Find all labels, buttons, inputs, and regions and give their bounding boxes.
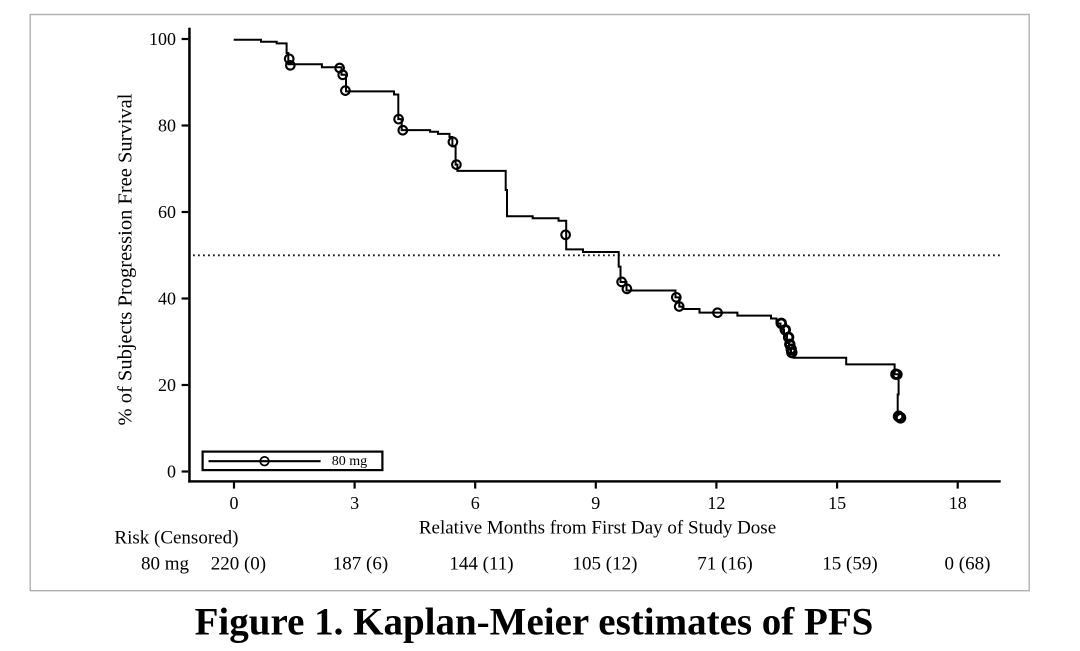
svg-text:Risk (Censored): Risk (Censored) (114, 528, 238, 549)
svg-text:80: 80 (158, 116, 176, 136)
svg-text:0 (68): 0 (68) (945, 554, 991, 575)
svg-text:80 mg: 80 mg (141, 554, 190, 575)
svg-text:Figure 1. Kaplan-Meier estimat: Figure 1. Kaplan-Meier estimates of PFS (195, 600, 874, 643)
svg-text:18: 18 (949, 493, 967, 513)
svg-text:15: 15 (828, 493, 846, 513)
svg-text:0: 0 (167, 462, 176, 482)
svg-text:100: 100 (149, 29, 176, 49)
svg-text:20: 20 (158, 375, 176, 395)
svg-text:Relative Months from First Day: Relative Months from First Day of Study … (419, 518, 776, 539)
svg-text:80 mg: 80 mg (332, 454, 367, 469)
svg-text:187 (6): 187 (6) (333, 554, 388, 575)
svg-text:6: 6 (471, 493, 480, 513)
svg-text:9: 9 (591, 493, 600, 513)
svg-text:0: 0 (230, 493, 239, 513)
svg-text:144 (11): 144 (11) (449, 554, 513, 575)
svg-text:71 (16): 71 (16) (697, 554, 752, 575)
svg-text:105 (12): 105 (12) (573, 554, 638, 575)
svg-text:40: 40 (158, 289, 176, 309)
svg-text:3: 3 (350, 493, 359, 513)
svg-text:220 (0): 220 (0) (211, 554, 266, 575)
svg-text:12: 12 (707, 493, 725, 513)
svg-text:60: 60 (158, 202, 176, 222)
svg-text:% of Subjects Progression Free: % of Subjects Progression Free Survival (115, 93, 137, 425)
svg-text:15 (59): 15 (59) (822, 554, 877, 575)
